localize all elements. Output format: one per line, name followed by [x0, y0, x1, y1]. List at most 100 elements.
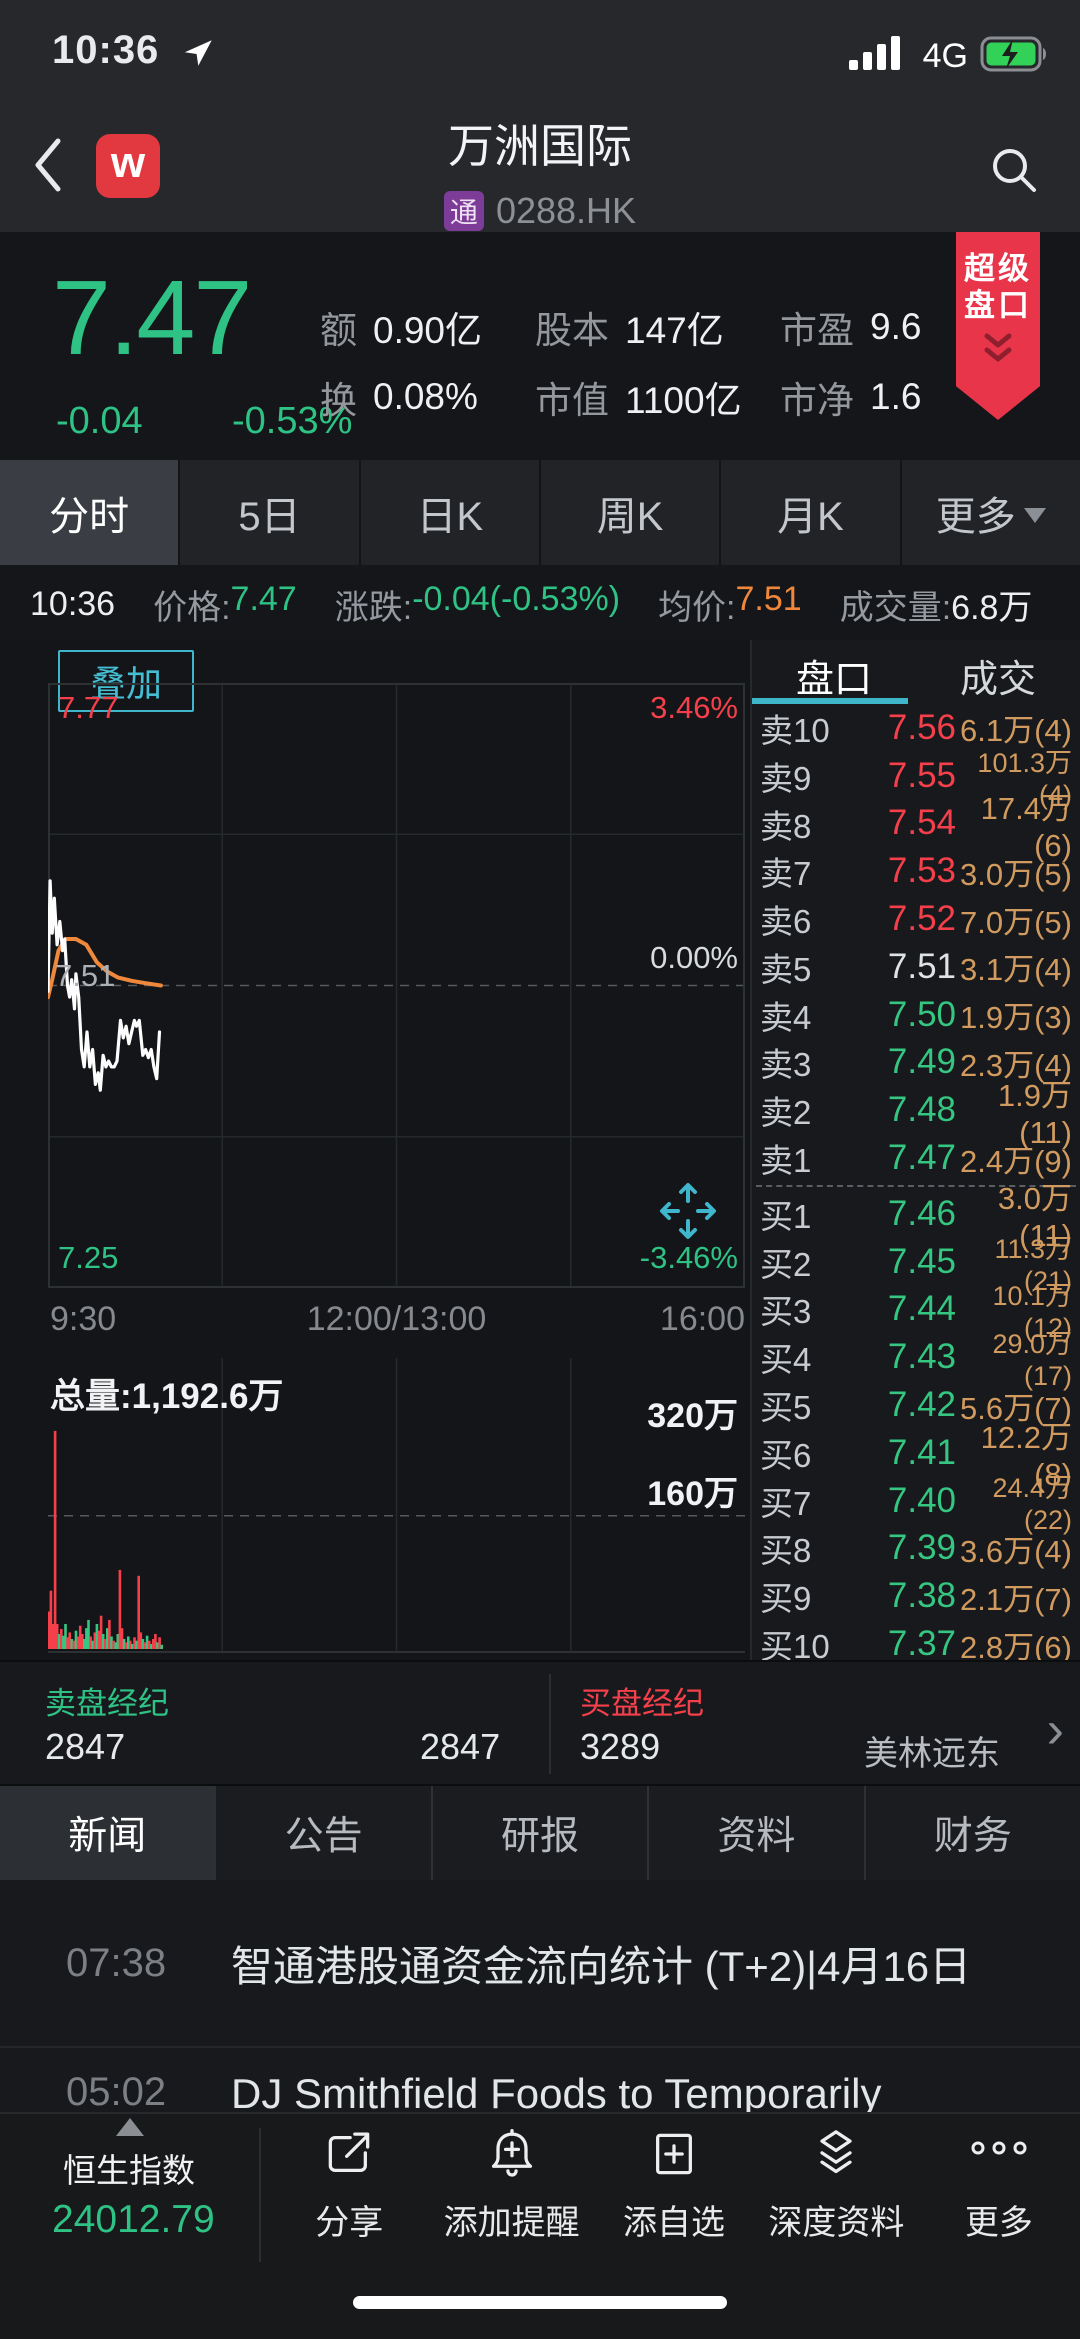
order-side-label: 卖10	[760, 711, 830, 749]
order-volume: 29.0万(17)	[992, 1329, 1072, 1392]
search-icon[interactable]	[984, 140, 1044, 205]
action-label: 添加提醒	[443, 2204, 580, 2242]
orderbook-row[interactable]: 买2 7.45 11.3万(21)	[752, 1234, 1080, 1296]
dropdown-triangle-icon	[1023, 508, 1046, 523]
news-title: 智通港股通资金流向统计 (T+2)|4月16日	[231, 1942, 972, 1990]
y-tick-prevclose: 7.51	[55, 958, 116, 993]
orderbook-row[interactable]: 卖4 7.50 1.9万(3)	[752, 991, 1080, 1039]
news-time: 05:02	[66, 2070, 167, 2114]
intraday-price-chart[interactable]	[48, 683, 745, 1288]
stat-label: 市盈	[780, 310, 854, 351]
order-side-label: 买9	[760, 1580, 812, 1618]
news-item[interactable]: 05:02 DJ Smithfield Foods to Temporarily	[0, 2048, 1080, 2160]
order-volume: 3.0万(5)	[960, 856, 1072, 892]
action-分享[interactable]: 分享	[268, 2120, 430, 2244]
news-tab-新闻[interactable]: 新闻	[0, 1786, 217, 1880]
tab-label: 5日	[238, 494, 301, 539]
orderbook-row[interactable]: 卖1 7.47 2.4万(9)	[752, 1134, 1080, 1182]
order-price: 7.52	[887, 899, 956, 939]
period-tab-日K[interactable]: 日K	[360, 460, 541, 565]
chevron-right-icon[interactable]: ›	[1046, 1701, 1064, 1759]
expand-index-triangle-icon[interactable]	[116, 2118, 144, 2136]
pan-zoom-icon[interactable]	[652, 1175, 724, 1252]
order-volume: 11.3万(21)	[994, 1233, 1072, 1296]
stat-label: 额	[320, 310, 357, 351]
stat-value: 1100亿	[625, 380, 742, 421]
period-tab-分时[interactable]: 分时	[0, 460, 181, 565]
news-tab-财务[interactable]: 财务	[865, 1786, 1080, 1880]
last-price: 7.47	[52, 259, 252, 377]
order-price: 7.55	[887, 755, 956, 795]
period-tab-周K[interactable]: 周K	[540, 460, 722, 565]
super-orderbook-ribbon[interactable]: 超级 盘口	[956, 232, 1040, 420]
period-tab-月K[interactable]: 月K	[721, 460, 902, 565]
order-price: 7.49	[887, 1042, 956, 1082]
orderbook-row[interactable]: 买8 7.39 3.6万(4)	[752, 1525, 1080, 1573]
orderbook-row[interactable]: 买6 7.41 12.2万(8)	[752, 1420, 1080, 1492]
status-time: 10:36	[52, 28, 160, 72]
orderbook-row[interactable]: 卖10 7.56 6.1万(4)	[752, 704, 1080, 752]
action-添自选[interactable]: 添自选	[593, 2120, 755, 2244]
orderbook-row[interactable]: 卖5 7.51 3.1万(4)	[752, 943, 1080, 991]
stat-value: 1.6	[870, 376, 922, 417]
sell-broker-id-1: 2847	[45, 1726, 126, 1767]
back-button[interactable]	[30, 130, 80, 200]
orderbook-row[interactable]: 卖9 7.55 101.3万(4)	[752, 748, 1080, 810]
news-title: DJ Smithfield Foods to Temporarily	[231, 2070, 882, 2117]
orderbook-row[interactable]: 卖2 7.48 1.9万(11)	[752, 1078, 1080, 1150]
ribbon-line2: 盘口	[964, 288, 1032, 323]
intraday-volume-chart[interactable]	[48, 1358, 745, 1653]
orderbook-row[interactable]: 买7 7.40 24.4万(22)	[752, 1473, 1080, 1535]
action-更多[interactable]: 更多	[918, 2120, 1080, 2244]
time-axis: 9:30 12:00/13:00 16:00	[48, 1292, 745, 1352]
stock-symbol: 0288.HK	[495, 190, 637, 231]
info-time: 10:36	[30, 584, 116, 623]
orderbook-row[interactable]: 买9 7.38 2.1万(7)	[752, 1572, 1080, 1620]
app-logo: w	[96, 134, 160, 198]
orderbook-row[interactable]: 卖8 7.54 17.4万(6)	[752, 791, 1080, 863]
page-title: 万洲国际	[448, 120, 632, 172]
order-volume: 2.8万(6)	[960, 1629, 1072, 1665]
stat-label: 市值	[535, 380, 609, 421]
period-tab-5日[interactable]: 5日	[180, 460, 361, 565]
order-volume: 5.6万(7)	[960, 1390, 1072, 1426]
news-tab-资料[interactable]: 资料	[649, 1786, 866, 1880]
order-price: 7.48	[887, 1090, 956, 1130]
orderbook-row[interactable]: 买4 7.43 29.0万(17)	[752, 1329, 1080, 1391]
y-tick-high-pct: 3.46%	[650, 690, 738, 725]
orderbook-row[interactable]: 买10 7.37 2.8万(6)	[752, 1620, 1080, 1668]
order-price: 7.56	[887, 707, 956, 747]
orderbook-row[interactable]: 买3 7.44 10.1万(12)	[752, 1281, 1080, 1343]
orderbook-tab-盘口[interactable]: 盘口	[752, 640, 916, 704]
orderbook-row[interactable]: 卖3 7.49 2.3万(4)	[752, 1039, 1080, 1087]
order-volume: 3.0万(11)	[997, 1181, 1072, 1254]
action-深度资料[interactable]: 深度资料	[755, 2120, 917, 2244]
orderbook-row[interactable]: 卖7 7.53 3.0万(5)	[752, 847, 1080, 895]
broker-queue-section[interactable]: 卖盘经纪 2847 2847 买盘经纪 3289 美林远东 ›	[0, 1660, 1080, 1786]
action-添加提醒[interactable]: 添加提醒	[430, 2120, 592, 2244]
order-side-label: 买5	[760, 1389, 812, 1427]
orderbook-row[interactable]: 买1 7.46 3.0万(11)	[752, 1181, 1080, 1253]
order-volume: 2.3万(4)	[960, 1047, 1072, 1083]
orderbook-tab-成交[interactable]: 成交	[959, 659, 1036, 701]
x-tick-noon: 12:00/13:00	[306, 1300, 487, 1338]
order-volume: 1.9万(3)	[960, 1000, 1072, 1036]
stat-label: 换	[320, 380, 357, 421]
period-tab-bar: 分时 5日 日K 周K 月K 更多	[0, 460, 1080, 565]
order-volume: 3.1万(4)	[960, 952, 1072, 988]
order-price: 7.51	[887, 946, 956, 986]
broker-divider	[549, 1674, 551, 1774]
news-tab-研报[interactable]: 研报	[432, 1786, 650, 1880]
period-tab-更多[interactable]: 更多	[901, 460, 1080, 565]
orderbook-row[interactable]: 卖6 7.52 7.0万(5)	[752, 895, 1080, 943]
sell-broker-id-2: 2847	[420, 1726, 501, 1767]
order-side-label: 买6	[760, 1436, 812, 1474]
orderbook-row[interactable]: 买5 7.42 5.6万(7)	[752, 1381, 1080, 1429]
index-value[interactable]: 24012.79	[52, 2198, 215, 2241]
index-name[interactable]: 恒生指数	[63, 2152, 195, 2189]
tab-label: 周K	[596, 494, 664, 539]
news-item[interactable]: 07:38 智通港股通资金流向统计 (T+2)|4月16日	[0, 1880, 1080, 2048]
order-price: 7.41	[887, 1432, 956, 1472]
order-price: 7.53	[887, 851, 956, 891]
news-tab-公告[interactable]: 公告	[216, 1786, 433, 1880]
